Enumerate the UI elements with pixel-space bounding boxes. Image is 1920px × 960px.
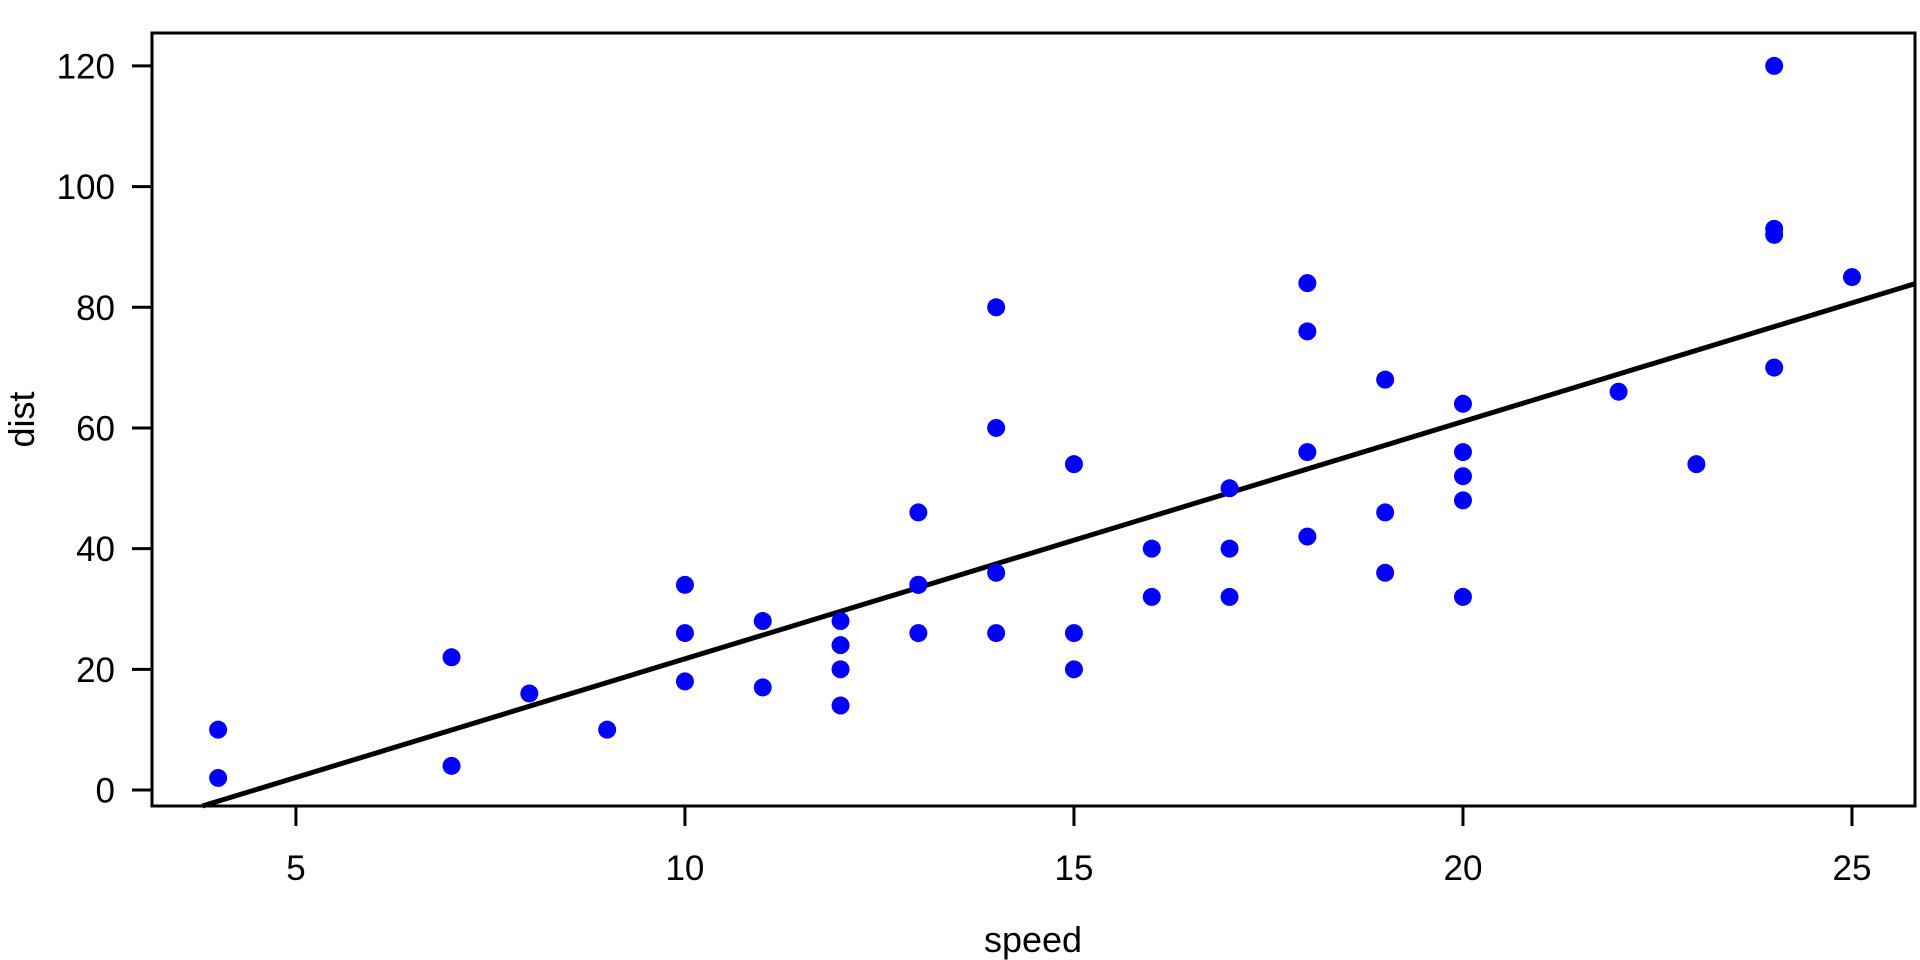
data-point <box>209 768 228 787</box>
x-axis-ticks: 5 10 15 20 25 <box>286 806 1871 888</box>
data-point <box>987 418 1006 437</box>
x-tick-label: 10 <box>665 849 704 888</box>
data-point <box>1298 527 1317 546</box>
data-point <box>1220 479 1239 498</box>
regression-line-group <box>201 281 1916 809</box>
data-point <box>1765 358 1784 377</box>
y-tick-label: 100 <box>57 168 115 207</box>
data-point <box>675 575 694 594</box>
x-tick-label: 25 <box>1833 849 1872 888</box>
data-point <box>675 672 694 691</box>
data-point <box>987 563 1006 582</box>
y-axis-ticks: 0 20 40 60 80 100 120 <box>57 47 152 811</box>
data-point <box>209 720 228 739</box>
data-point <box>1142 587 1161 606</box>
data-point <box>1765 56 1784 75</box>
y-tick-label: 120 <box>57 47 115 86</box>
data-point <box>909 575 928 594</box>
data-point <box>1609 382 1628 401</box>
data-point <box>1453 467 1472 486</box>
data-points-group <box>209 56 1861 787</box>
x-tick-label: 5 <box>286 849 305 888</box>
y-tick-label: 20 <box>76 651 115 690</box>
data-point <box>1376 503 1395 522</box>
data-point <box>1064 455 1083 474</box>
data-point <box>1220 539 1239 558</box>
x-tick-label: 20 <box>1443 849 1482 888</box>
y-tick-label: 0 <box>96 772 115 811</box>
data-point <box>753 612 772 631</box>
data-point <box>1842 268 1861 287</box>
data-point <box>831 660 850 679</box>
data-point <box>1687 455 1706 474</box>
data-point <box>1064 660 1083 679</box>
y-tick-label: 60 <box>76 409 115 448</box>
data-point <box>909 503 928 522</box>
plot-box <box>150 31 1917 808</box>
data-point <box>598 720 617 739</box>
regression-line <box>201 281 1916 809</box>
data-point <box>1453 394 1472 413</box>
data-point <box>987 298 1006 317</box>
data-point <box>1142 539 1161 558</box>
data-point <box>1298 443 1317 462</box>
y-tick-label: 40 <box>76 530 115 569</box>
data-point <box>1298 274 1317 293</box>
x-tick-label: 15 <box>1054 849 1093 888</box>
data-point <box>831 612 850 631</box>
data-point <box>1765 219 1784 238</box>
data-point <box>1064 624 1083 643</box>
data-point <box>1376 563 1395 582</box>
data-point <box>1453 443 1472 462</box>
x-axis-label: speed <box>984 919 1082 960</box>
data-point <box>909 624 928 643</box>
y-tick-label: 80 <box>76 289 115 328</box>
data-point <box>987 624 1006 643</box>
data-point <box>1376 370 1395 389</box>
data-point <box>520 684 539 703</box>
y-axis-label: dist <box>1 391 42 447</box>
data-point <box>1453 587 1472 606</box>
data-point <box>1453 491 1472 510</box>
data-point <box>753 678 772 697</box>
data-point <box>831 696 850 715</box>
data-point <box>831 636 850 655</box>
data-point <box>442 648 461 667</box>
data-point <box>1298 322 1317 341</box>
data-point <box>1220 587 1239 606</box>
data-point <box>442 756 461 775</box>
data-point <box>675 624 694 643</box>
